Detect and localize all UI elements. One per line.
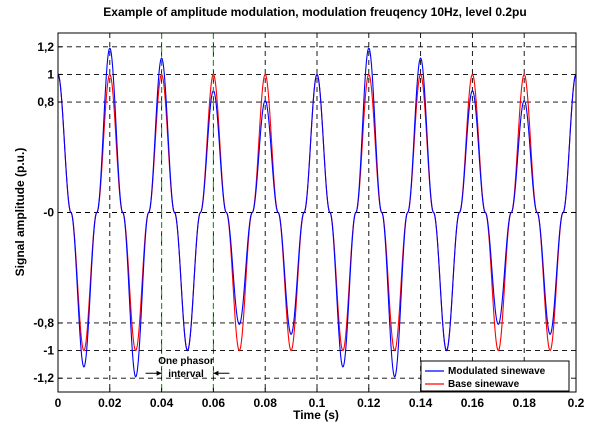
- series-modulated-line: [58, 47, 576, 378]
- legend-label-modulated: Modulated sinewave: [448, 366, 546, 377]
- x-tick-label: 0: [55, 396, 62, 410]
- y-tick-label: 0,8: [37, 95, 54, 109]
- annotation-line-1: One phasor: [158, 356, 214, 367]
- legend: Modulated sinewave Base sinewave: [420, 360, 570, 392]
- x-tick-label: 0.04: [150, 396, 174, 410]
- annotation-arrowhead-left: [156, 370, 162, 376]
- y-axis-label: Signal amplitude (p.u.): [13, 148, 27, 277]
- x-tick-label: 0.06: [202, 396, 226, 410]
- plot-background: [58, 33, 576, 392]
- y-tick-label: 1,2: [37, 40, 54, 54]
- x-tick-label: 0.16: [461, 396, 485, 410]
- x-tick-label: 0.18: [513, 396, 537, 410]
- annotation-line-2: interval: [168, 369, 204, 380]
- x-tick-label: 0.12: [357, 396, 381, 410]
- y-tick-label: -0,8: [33, 316, 54, 330]
- legend-box: [420, 360, 570, 392]
- y-tick-label: 1: [47, 67, 54, 81]
- y-tick-label: -1: [43, 344, 54, 358]
- axis-ticks: 0 0.02 0.04 0.06 0.08 0.1 0.12 0.14 0.16 0.18 0.2 1…: [33, 40, 584, 410]
- x-tick-label: 0.2: [568, 396, 585, 410]
- legend-label-base: Base sinewave: [448, 379, 520, 390]
- phasor-interval-annotation: One phasor interval: [158, 356, 214, 380]
- x-tick-label: 0.02: [98, 396, 122, 410]
- y-tick-label: -0: [43, 206, 54, 220]
- chart-title: Example of amplitude modulation, modulat…: [103, 5, 526, 19]
- x-axis-label: Time (s): [293, 408, 339, 422]
- annotation-arrowhead-right: [213, 370, 219, 376]
- plot-area: [57, 32, 577, 393]
- y-tick-label: -1,2: [33, 371, 54, 385]
- x-tick-label: 0.14: [409, 396, 433, 410]
- x-tick-label: 0.08: [254, 396, 278, 410]
- x-tick-label: 0.1: [309, 396, 326, 410]
